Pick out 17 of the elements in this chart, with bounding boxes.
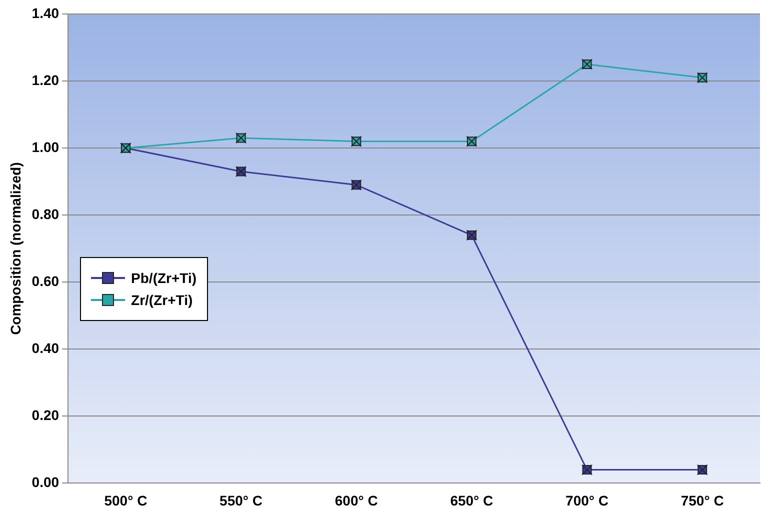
y-tick-label: 1.40 — [32, 4, 60, 21]
x-tick-label: 700° C — [566, 492, 608, 508]
x-tick-label: 550° C — [220, 492, 263, 508]
y-axis-title: Composition (normalized) — [7, 162, 24, 335]
x-tick-label: 650° C — [450, 492, 494, 508]
x-tick-label: 500° C — [104, 492, 148, 508]
y-tick-label: 0.40 — [32, 340, 60, 356]
legend-label: Pb/(Zr+Ti) — [131, 270, 197, 286]
x-tick-label: 750° C — [680, 492, 724, 508]
y-tick-label: 0.00 — [32, 474, 60, 490]
y-tick-label: 0.60 — [32, 272, 60, 289]
y-tick-label: 1.20 — [32, 72, 60, 88]
legend-label: Zr/(Zr+Ti) — [131, 292, 193, 308]
y-tick-label: 0.80 — [32, 206, 60, 222]
x-tick-label: 600° C — [334, 492, 378, 508]
y-tick-label: 1.00 — [32, 138, 60, 155]
y-tick-label: 0.20 — [32, 407, 60, 424]
